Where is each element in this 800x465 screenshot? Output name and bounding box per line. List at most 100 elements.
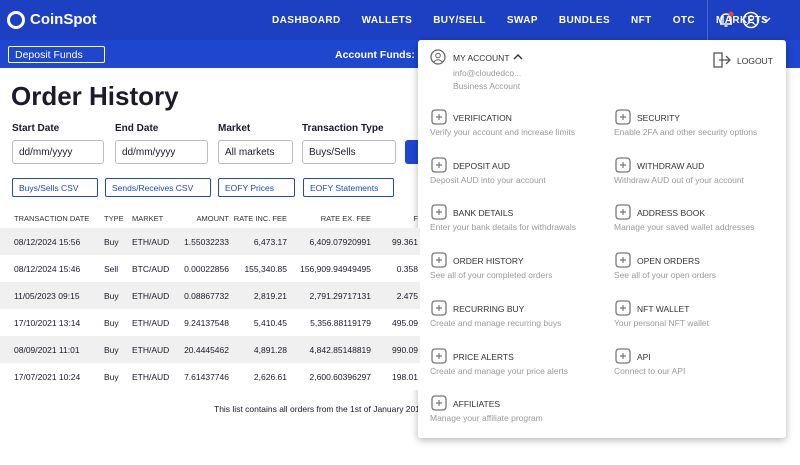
menu-icon — [431, 157, 447, 173]
table-cell: 2,626.61 — [253, 372, 287, 382]
table-cell: 2,819.21 — [253, 291, 287, 301]
logout-icon — [713, 52, 731, 68]
filter-input[interactable]: dd/mm/yyyy — [12, 140, 104, 164]
chevron — [513, 54, 523, 60]
deposit-button[interactable]: Deposit Funds — [8, 46, 105, 63]
table-cell: 0.00022856 — [184, 264, 229, 274]
menu-item-description: Manage your affiliate program — [430, 413, 543, 424]
menu-item-title[interactable]: PRICE ALERTS — [453, 351, 514, 362]
filter-label: End Date — [115, 123, 159, 134]
logo — [7, 11, 25, 29]
menu-icon — [431, 347, 447, 364]
menu-icon — [615, 347, 631, 364]
nav-link[interactable]: MARKETS — [716, 15, 769, 26]
footnote: This list contains all orders from the 1… — [214, 404, 420, 414]
logout[interactable]: LOGOUT — [737, 56, 773, 66]
menu-item-title[interactable]: NFT WALLET — [637, 303, 690, 314]
table-cell: 990.09 — [392, 345, 418, 355]
table-cell: 08/09/2021 11:01 — [14, 345, 80, 355]
menu-item-description: Deposit AUD into your account — [430, 174, 546, 185]
table-cell: 5,410.45 — [253, 318, 287, 328]
table-cell: Buy — [104, 345, 119, 355]
table-cell: Buy — [104, 237, 119, 247]
filter-label: Transaction Type — [302, 123, 384, 134]
table-header: RATE INC. FEE — [233, 214, 287, 223]
table-cell: 7.61437746 — [184, 372, 229, 382]
user-menu[interactable] — [742, 11, 772, 29]
menu-item-title[interactable]: OPEN ORDERS — [637, 256, 700, 267]
table-row[interactable]: 08/09/2021 11:01 Buy ETH/AUD 20.4445462 4,89… — [0, 336, 420, 363]
account-icon — [430, 49, 446, 65]
table-cell: 0.08867732 — [184, 291, 229, 301]
nav-link[interactable]: DASHBOARD — [272, 15, 341, 26]
account-type: Business Account — [453, 81, 521, 91]
page-title: Order History — [11, 81, 179, 111]
menu-item-title[interactable]: VERIFICATION — [453, 113, 512, 123]
menu-item-title[interactable]: RECURRING BUY — [453, 303, 525, 314]
table-row[interactable]: 08/12/2024 15:46 Sell BTC/AUD 0.00022856 155… — [0, 255, 420, 282]
table-row[interactable]: 17/07/2021 10:24 Buy ETH/AUD 7.61437746 2,62… — [0, 363, 420, 390]
table-header: TRANSACTION DATE — [14, 214, 90, 223]
menu-item-title[interactable]: ORDER HISTORY — [453, 256, 524, 267]
table-cell: 6,473.17 — [253, 237, 287, 247]
brand[interactable]: CoinSpot — [30, 11, 97, 28]
nav-link[interactable]: BUNDLES — [558, 15, 611, 26]
table-header: AMOUNT — [196, 214, 230, 223]
menu-item-title[interactable]: BANK DETAILS — [453, 208, 514, 219]
menu-icon — [431, 252, 447, 268]
account-title[interactable]: MY ACCOUNT — [453, 53, 510, 63]
nav-link[interactable]: SWAP — [506, 15, 538, 26]
table-cell: Buy — [104, 372, 119, 382]
filter-input[interactable]: All markets — [218, 140, 293, 164]
menu-icon — [431, 300, 447, 316]
navbar — [0, 0, 800, 40]
table-cell: 11/05/2023 09:15 — [14, 291, 80, 301]
divider — [707, 0, 708, 40]
table-cell: 99.361 — [392, 237, 418, 247]
export-button[interactable]: EOFY Statements — [303, 178, 394, 197]
table-cell: 2.475 — [396, 291, 418, 301]
filter-input[interactable]: Buys/Sells — [302, 140, 396, 164]
menu-icon — [615, 204, 631, 221]
table-cell: ETH/AUD — [132, 237, 170, 247]
nav-link[interactable]: NFT — [631, 15, 652, 26]
menu-icon — [431, 109, 447, 125]
export-button[interactable]: EOFY Prices — [218, 178, 295, 197]
table-cell: 9.24137548 — [184, 318, 229, 328]
account-funds: Account Funds: $0 — [335, 49, 430, 61]
table-cell: ETH/AUD — [132, 345, 170, 355]
menu-icon — [431, 204, 447, 221]
menu-item-title[interactable]: WITHDRAW AUD — [637, 160, 705, 171]
table-cell: 08/12/2024 15:46 — [14, 264, 81, 274]
table-cell: 5,356.88119179 — [310, 318, 371, 328]
notifications[interactable] — [717, 11, 735, 29]
menu-icon — [615, 109, 631, 125]
menu-item-title[interactable]: ADDRESS BOOK — [637, 208, 706, 219]
menu-item-title[interactable]: AFFILIATES — [453, 399, 501, 410]
menu-item-description: Connect to our API — [614, 365, 686, 376]
menu-item-description: Verify your account and increase limits — [430, 127, 576, 137]
table-cell: BTC/AUD — [132, 264, 170, 274]
export-button[interactable]: Buys/Sells CSV — [12, 178, 98, 197]
filter-input[interactable]: dd/mm/yyyy — [115, 140, 208, 164]
table-cell: 198.01 — [392, 372, 418, 382]
table-cell: 495.09 — [392, 318, 418, 328]
table-row[interactable]: 17/10/2021 13:14 Buy ETH/AUD 9.24137548 5,41… — [0, 309, 420, 336]
table-cell: Sell — [104, 264, 119, 274]
table-header: F — [413, 214, 418, 223]
table-cell: 2,600.60396297 — [309, 372, 371, 382]
export-button[interactable]: Sends/Receives CSV — [105, 178, 211, 197]
menu-icon — [431, 395, 447, 411]
menu-item-title[interactable]: SECURITY — [637, 113, 680, 123]
nav-link[interactable]: BUY/SELL — [433, 15, 486, 26]
account-email: info@cloudedco... — [453, 68, 522, 78]
table-row[interactable]: 11/05/2023 09:15 Buy ETH/AUD 0.08867732 2,81… — [0, 282, 420, 309]
nav-link[interactable]: OTC — [672, 15, 695, 26]
menu-item-title[interactable]: DEPOSIT AUD — [453, 160, 510, 171]
table-row[interactable]: 08/12/2024 15:56 Buy ETH/AUD 1.55032233 6,47… — [0, 228, 420, 255]
menu-item-description: Enable 2FA and other security options — [614, 127, 758, 137]
table-cell: 155,340.85 — [244, 264, 287, 274]
nav-link[interactable]: WALLETS — [361, 15, 413, 26]
menu-item-title[interactable]: API — [637, 351, 651, 362]
